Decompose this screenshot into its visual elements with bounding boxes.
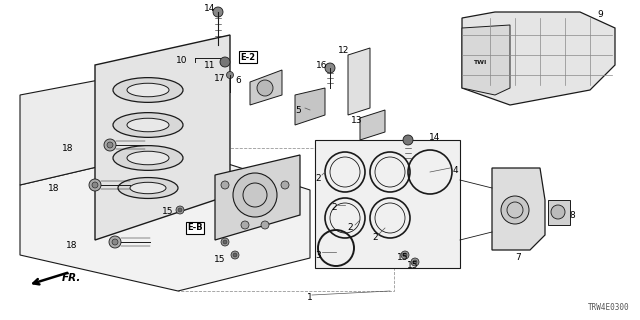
Circle shape (551, 205, 565, 219)
Text: 8: 8 (569, 211, 575, 220)
Text: 13: 13 (351, 116, 363, 124)
Circle shape (501, 196, 529, 224)
Text: 2: 2 (347, 223, 353, 233)
Text: 3: 3 (315, 251, 321, 260)
Ellipse shape (113, 78, 183, 102)
Text: 4: 4 (452, 165, 458, 174)
Polygon shape (250, 70, 282, 105)
Circle shape (221, 238, 229, 246)
Ellipse shape (113, 146, 183, 170)
Circle shape (233, 253, 237, 257)
Polygon shape (215, 155, 300, 240)
Ellipse shape (130, 182, 166, 194)
Text: 15: 15 (163, 207, 173, 217)
Text: 5: 5 (295, 106, 301, 115)
Text: 14: 14 (204, 4, 216, 12)
Text: 6: 6 (235, 76, 241, 84)
Circle shape (403, 253, 407, 257)
Circle shape (261, 221, 269, 229)
Text: FR.: FR. (62, 273, 81, 283)
Circle shape (220, 57, 230, 67)
Polygon shape (462, 12, 615, 105)
Circle shape (104, 139, 116, 151)
Text: 2: 2 (315, 173, 321, 182)
Circle shape (413, 260, 417, 264)
Circle shape (221, 181, 229, 189)
Text: 10: 10 (176, 55, 188, 65)
Ellipse shape (127, 151, 169, 165)
Polygon shape (348, 48, 370, 115)
Ellipse shape (127, 83, 169, 97)
Text: 15: 15 (407, 260, 419, 269)
Text: 18: 18 (62, 143, 74, 153)
Text: 18: 18 (48, 183, 60, 193)
Circle shape (325, 63, 335, 73)
Polygon shape (315, 140, 460, 268)
Polygon shape (492, 168, 545, 250)
Polygon shape (95, 35, 230, 240)
Circle shape (176, 206, 184, 214)
Circle shape (213, 7, 223, 17)
Ellipse shape (127, 118, 169, 132)
Text: 2: 2 (372, 234, 378, 243)
Circle shape (227, 71, 234, 78)
Circle shape (223, 240, 227, 244)
Circle shape (231, 251, 239, 259)
Text: E-B: E-B (187, 223, 203, 233)
Circle shape (89, 179, 101, 191)
Text: 14: 14 (429, 132, 441, 141)
Polygon shape (20, 148, 310, 291)
Ellipse shape (113, 113, 183, 137)
Circle shape (92, 182, 98, 188)
Circle shape (178, 208, 182, 212)
Text: 16: 16 (316, 60, 328, 69)
Ellipse shape (118, 178, 178, 198)
Circle shape (241, 221, 249, 229)
Polygon shape (548, 200, 570, 225)
Text: 11: 11 (204, 60, 216, 69)
Circle shape (233, 173, 277, 217)
Circle shape (401, 251, 409, 259)
Circle shape (112, 239, 118, 245)
Polygon shape (360, 110, 385, 140)
Text: 17: 17 (214, 74, 226, 83)
Polygon shape (20, 65, 178, 185)
Circle shape (257, 80, 273, 96)
Circle shape (403, 135, 413, 145)
Text: 2: 2 (331, 204, 337, 212)
Text: 7: 7 (515, 253, 521, 262)
Text: TRW4E0300: TRW4E0300 (588, 303, 630, 312)
Text: 9: 9 (597, 10, 603, 19)
Text: 12: 12 (339, 45, 349, 54)
Text: 15: 15 (214, 255, 226, 265)
Circle shape (281, 181, 289, 189)
Circle shape (109, 236, 121, 248)
Polygon shape (462, 25, 510, 95)
Text: E-2: E-2 (241, 52, 255, 61)
Text: 1: 1 (307, 293, 313, 302)
Circle shape (411, 258, 419, 266)
Polygon shape (295, 88, 325, 125)
Circle shape (107, 142, 113, 148)
Text: TWI: TWI (474, 60, 486, 65)
Text: 18: 18 (67, 241, 77, 250)
Text: 15: 15 (397, 253, 409, 262)
